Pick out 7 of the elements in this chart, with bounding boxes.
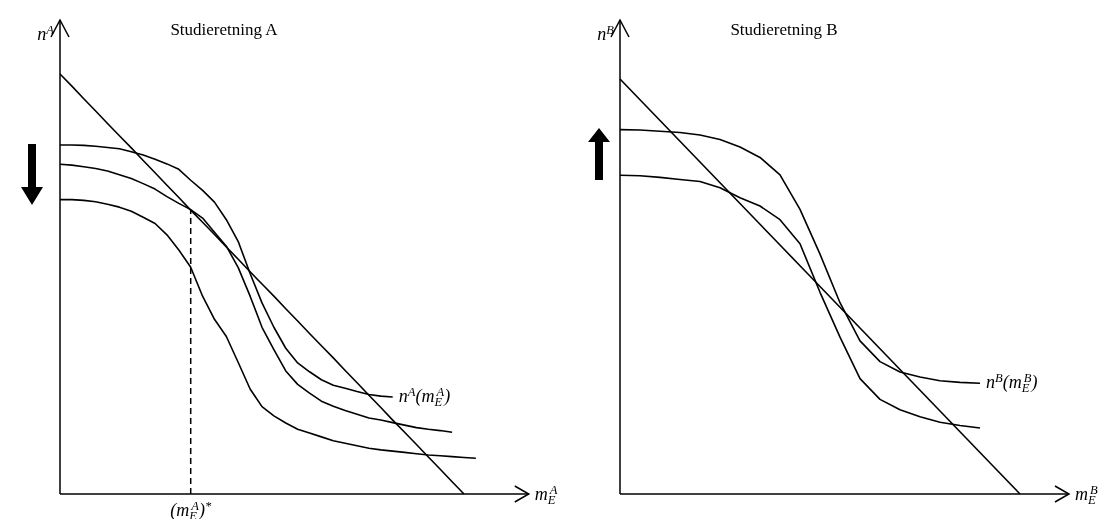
y-axis-title: n$^{A}$ xyxy=(37,23,55,44)
series-label: n$^{B}$(m$_{E}$$^{B}$) xyxy=(986,371,1038,396)
chart-title: Studieretning A xyxy=(170,20,279,39)
series-label: n$^{A}$(m$_{E}$$^{A}$) xyxy=(398,385,451,409)
chart-title: Studieretning B xyxy=(730,20,838,39)
y-axis-title: n$^{B}$ xyxy=(597,23,615,44)
text: (m$_{E}$$^{A}$)$^{*}$ xyxy=(170,499,212,523)
